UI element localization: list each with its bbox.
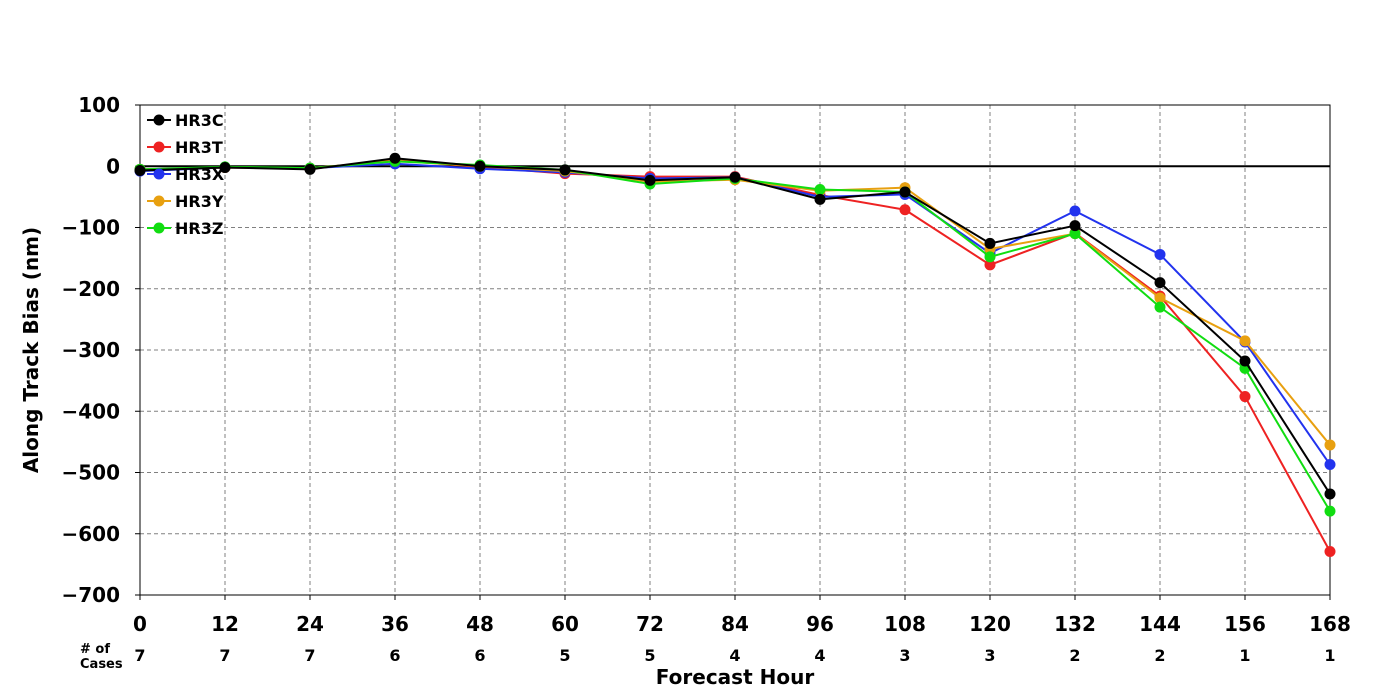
x-tick-label: 84 (721, 612, 749, 636)
case-count: 7 (134, 646, 145, 665)
data-point (1239, 391, 1251, 403)
x-tick-label: 168 (1309, 612, 1351, 636)
y-tick-label: −300 (61, 338, 120, 362)
x-tick-label: 36 (381, 612, 409, 636)
legend-item-hr3z: HR3Z (147, 219, 223, 238)
data-point (984, 237, 996, 249)
x-tick-label: 156 (1224, 612, 1266, 636)
case-count: 4 (814, 646, 825, 665)
data-point (814, 184, 826, 196)
y-tick-label: −700 (61, 583, 120, 607)
y-axis-ticks: 100 0 −100 −200 −300 −400 −500 −600 −700 (61, 93, 140, 607)
y-tick-label: −200 (61, 277, 120, 301)
case-count: 7 (219, 646, 230, 665)
data-point (1069, 205, 1081, 217)
data-point (559, 164, 571, 176)
case-count: 1 (1239, 646, 1250, 665)
y-tick-label: 0 (106, 154, 120, 178)
legend-marker (153, 114, 165, 126)
case-count: 3 (899, 646, 910, 665)
data-point (644, 174, 656, 186)
y-tick-label: 100 (78, 93, 120, 117)
legend-label: HR3Z (175, 219, 223, 238)
legend-item-hr3x: HR3X (147, 165, 225, 184)
legend-marker (153, 141, 165, 153)
data-point (304, 163, 316, 175)
x-axis-ticks: 0 12 24 36 48 60 72 84 96 108 120 132 144 156 168 (133, 595, 1351, 636)
legend-item-hr3y: HR3Y (147, 192, 224, 211)
data-point (814, 193, 826, 205)
data-point (219, 161, 231, 173)
x-axis-title: Forecast Hour (656, 665, 815, 689)
x-tick-label: 144 (1139, 612, 1181, 636)
case-count: 6 (474, 646, 485, 665)
legend-item-hr3c: HR3C (147, 111, 224, 130)
data-point (984, 251, 996, 263)
data-point (899, 204, 911, 216)
data-point (1069, 228, 1081, 240)
series-hr3t (134, 154, 1336, 558)
cases-label-line2: Cases (80, 657, 123, 672)
case-count: 5 (559, 646, 570, 665)
x-tick-label: 132 (1054, 612, 1096, 636)
series-layer (134, 152, 1336, 558)
data-point (1324, 546, 1336, 558)
case-count: 5 (644, 646, 655, 665)
y-tick-label: −600 (61, 522, 120, 546)
data-point (1324, 439, 1336, 451)
grid-lines (140, 105, 1330, 595)
data-point (1154, 301, 1166, 313)
legend-item-hr3t: HR3T (147, 138, 223, 157)
data-point (1239, 355, 1251, 367)
series-hr3c (134, 152, 1336, 500)
x-tick-label: 24 (296, 612, 324, 636)
case-count: 4 (729, 646, 740, 665)
x-tick-label: 60 (551, 612, 579, 636)
legend-marker (153, 222, 165, 234)
x-tick-label: 0 (133, 612, 147, 636)
y-axis-title: Along Track Bias (nm) (19, 227, 43, 473)
case-count: 6 (389, 646, 400, 665)
legend-marker (153, 168, 165, 180)
case-count: 1 (1324, 646, 1335, 665)
x-tick-label: 12 (211, 612, 239, 636)
data-point (1324, 488, 1336, 500)
data-point (389, 152, 401, 164)
data-point (1069, 220, 1081, 232)
legend-label: HR3T (175, 138, 223, 157)
legend-label: HR3Y (175, 192, 224, 211)
y-tick-label: −500 (61, 461, 120, 485)
data-point (1154, 292, 1166, 304)
cases-label-line1: # of (80, 642, 110, 657)
x-tick-label: 120 (969, 612, 1011, 636)
data-point (1324, 505, 1336, 517)
data-point (134, 165, 146, 177)
y-tick-label: −400 (61, 399, 120, 423)
data-point (984, 259, 996, 271)
data-point (1324, 459, 1336, 471)
case-count: 3 (984, 646, 995, 665)
data-point (1154, 248, 1166, 260)
legend-label: HR3C (175, 111, 224, 130)
case-count: 2 (1154, 646, 1165, 665)
series-line (139, 162, 1331, 466)
x-tick-label: 108 (884, 612, 926, 636)
data-point (1154, 277, 1166, 289)
data-point (1239, 335, 1251, 347)
data-point (899, 186, 911, 198)
case-count: 2 (1069, 646, 1080, 665)
x-tick-label: 96 (806, 612, 834, 636)
x-tick-label: 48 (466, 612, 494, 636)
data-point (729, 171, 741, 183)
case-count: 7 (304, 646, 315, 665)
legend-label: HR3X (175, 165, 225, 184)
data-point (474, 160, 486, 172)
y-tick-label: −100 (61, 216, 120, 240)
legend: HR3C HR3T HR3X HR3Y HR3Z (147, 111, 225, 238)
x-tick-label: 72 (636, 612, 664, 636)
legend-marker (153, 195, 165, 207)
